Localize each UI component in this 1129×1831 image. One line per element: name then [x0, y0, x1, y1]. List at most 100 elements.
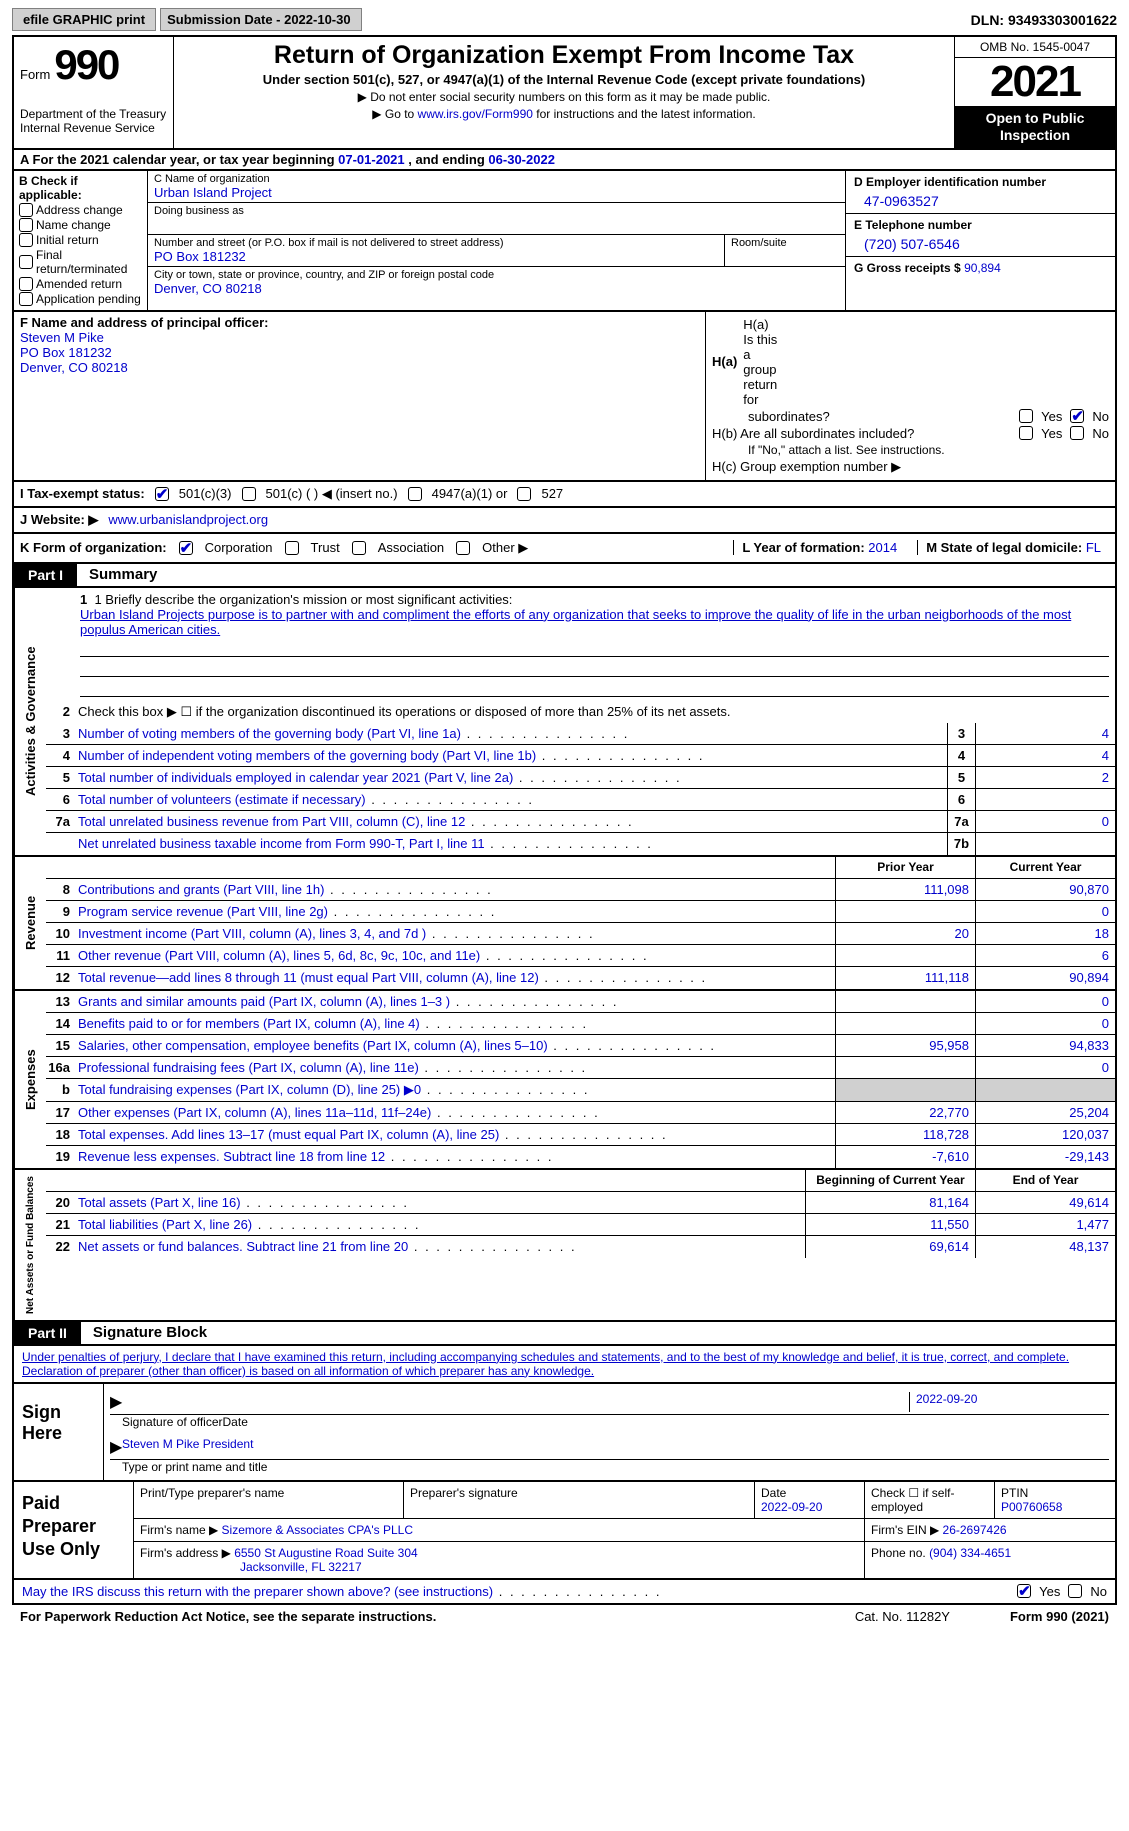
telephone: (720) 507-6546 — [854, 232, 1107, 252]
efile-print-button[interactable]: efile GRAPHIC print — [12, 8, 156, 31]
submission-date: Submission Date - 2022-10-30 — [160, 8, 362, 31]
note-ssn: ▶ Do not enter social security numbers o… — [182, 90, 946, 104]
rev-header-row: b Prior Year Current Year — [46, 857, 1115, 879]
chk-final-return[interactable]: Final return/terminated — [19, 248, 142, 276]
chk-app-pending[interactable]: Application pending — [19, 292, 142, 306]
checkbox-icon — [19, 277, 33, 291]
chk-501c[interactable] — [242, 487, 256, 501]
bottom-line: For Paperwork Reduction Act Notice, see … — [12, 1605, 1117, 1628]
omb-number: OMB No. 1545-0047 — [955, 37, 1115, 58]
room-cell: Room/suite — [725, 235, 845, 266]
dln-label: DLN: 93493303001622 — [971, 12, 1117, 28]
col-h: H(a) H(a) Is this a group return for sub… — [705, 312, 1115, 480]
note-link: ▶ Go to www.irs.gov/Form990 for instruct… — [182, 107, 946, 121]
mission-text: Urban Island Projects purpose is to part… — [80, 607, 1109, 637]
chk-assoc[interactable] — [352, 541, 366, 555]
chk-amended[interactable]: Amended return — [19, 277, 142, 291]
tax-year: 2021 — [955, 58, 1115, 106]
sign-here-block: Sign Here ▶ 2022-09-20 Signature of offi… — [12, 1384, 1117, 1482]
gross-cell: G Gross receipts $ 90,894 — [846, 257, 1115, 310]
ein: 47-0963527 — [854, 189, 1107, 209]
table-row: 4Number of independent voting members of… — [46, 745, 1115, 767]
chk-trust[interactable] — [285, 541, 299, 555]
chk-address-change[interactable]: Address change — [19, 203, 142, 217]
hb-yes-checkbox[interactable] — [1019, 426, 1033, 440]
discuss-row: May the IRS discuss this return with the… — [12, 1580, 1117, 1605]
org-name-cell: C Name of organization Urban Island Proj… — [148, 171, 845, 203]
vtab-expenses: Expenses — [14, 991, 46, 1168]
hb-no-checkbox[interactable] — [1070, 426, 1084, 440]
part1-header: Part I Summary — [12, 564, 1117, 588]
checkbox-icon — [19, 292, 33, 306]
row-k: K Form of organization: Corporation Trus… — [12, 534, 1117, 564]
chk-501c3[interactable] — [155, 487, 169, 501]
signature-intro: Under penalties of perjury, I declare th… — [12, 1346, 1117, 1384]
table-row: 20Total assets (Part X, line 16)81,16449… — [46, 1192, 1115, 1214]
section-fh: F Name and address of principal officer:… — [12, 312, 1117, 482]
firm-phone: (904) 334-4651 — [929, 1546, 1011, 1560]
city-cell: City or town, state or province, country… — [148, 267, 845, 299]
ptin: P00760658 — [1001, 1500, 1062, 1514]
form-990-page: efile GRAPHIC print Submission Date - 20… — [0, 0, 1129, 1636]
form-number: 990 — [54, 41, 118, 89]
irs-link[interactable]: www.irs.gov/Form990 — [418, 107, 533, 121]
h-a-row: H(a) H(a) Is this a group return for — [712, 317, 1109, 407]
state-domicile: M State of legal domicile: FL — [917, 540, 1109, 555]
chk-corp[interactable] — [179, 541, 193, 555]
table-row: Net unrelated business taxable income fr… — [46, 833, 1115, 855]
open-to-public: Open to Public Inspection — [955, 106, 1115, 148]
vtab-revenue: Revenue — [14, 857, 46, 989]
col-b-header: B Check if applicable: — [19, 174, 142, 202]
col-c: C Name of organization Urban Island Proj… — [148, 171, 845, 310]
dept-label: Department of the Treasury Internal Reve… — [20, 107, 167, 135]
checkbox-icon — [19, 255, 33, 269]
col-b: B Check if applicable: Address change Na… — [14, 171, 148, 310]
checkbox-icon — [19, 203, 33, 217]
discuss-yes-checkbox[interactable] — [1017, 1584, 1031, 1598]
part2-header: Part II Signature Block — [12, 1322, 1117, 1346]
chk-other[interactable] — [456, 541, 470, 555]
h-c-row: H(c) Group exemption number ▶ — [712, 459, 1109, 475]
col-f: F Name and address of principal officer:… — [14, 312, 705, 480]
table-row: 14Benefits paid to or for members (Part … — [46, 1013, 1115, 1035]
table-row: 22Net assets or fund balances. Subtract … — [46, 1236, 1115, 1258]
form-word: Form — [20, 67, 50, 82]
table-row: 8Contributions and grants (Part VIII, li… — [46, 879, 1115, 901]
summary-revenue: Revenue b Prior Year Current Year 8Contr… — [12, 857, 1117, 991]
discuss-no-checkbox[interactable] — [1068, 1584, 1082, 1598]
form-header: Form 990 Department of the Treasury Inte… — [12, 35, 1117, 150]
table-row: 16aProfessional fundraising fees (Part I… — [46, 1057, 1115, 1079]
table-row: 10Investment income (Part VIII, column (… — [46, 923, 1115, 945]
chk-4947[interactable] — [408, 487, 422, 501]
checkbox-icon — [19, 233, 33, 247]
row-j: J Website: ▶ www.urbanislandproject.org … — [12, 508, 1117, 534]
chk-name-change[interactable]: Name change — [19, 218, 142, 232]
arrow-icon: ▶ — [110, 1392, 122, 1412]
ein-cell: D Employer identification number 47-0963… — [846, 171, 1115, 214]
vtab-netassets: Net Assets or Fund Balances — [14, 1170, 46, 1320]
header-right: OMB No. 1545-0047 2021 Open to Public In… — [955, 37, 1115, 148]
street: PO Box 181232 — [154, 249, 718, 264]
tel-cell: E Telephone number (720) 507-6546 — [846, 214, 1115, 257]
net-header-row: Beginning of Current Year End of Year — [46, 1170, 1115, 1192]
firm-name: Sizemore & Associates CPA's PLLC — [222, 1523, 413, 1537]
dba-cell: Doing business as — [148, 203, 845, 235]
ha-yes-checkbox[interactable] — [1019, 409, 1033, 423]
summary-netassets: Net Assets or Fund Balances Beginning of… — [12, 1170, 1117, 1322]
table-row: 7aTotal unrelated business revenue from … — [46, 811, 1115, 833]
table-row: 9Program service revenue (Part VIII, lin… — [46, 901, 1115, 923]
checkbox-icon — [19, 218, 33, 232]
header-center: Return of Organization Exempt From Incom… — [174, 37, 955, 148]
summary-governance: Activities & Governance 1 1 Briefly desc… — [12, 588, 1117, 857]
paid-preparer-block: Paid Preparer Use Only Print/Type prepar… — [12, 1482, 1117, 1580]
website[interactable]: www.urbanislandproject.org — [108, 512, 268, 527]
table-row: 12Total revenue—add lines 8 through 11 (… — [46, 967, 1115, 989]
vtab-governance: Activities & Governance — [14, 588, 46, 855]
table-row: bTotal fundraising expenses (Part IX, co… — [46, 1079, 1115, 1102]
ha-no-checkbox[interactable] — [1070, 409, 1084, 423]
section-bcd: B Check if applicable: Address change Na… — [12, 171, 1117, 312]
year-formation: L Year of formation: 2014 — [733, 540, 905, 555]
chk-527[interactable] — [517, 487, 531, 501]
h-b-row: H(b) Are all subordinates included? Yes … — [712, 426, 1109, 441]
chk-initial-return[interactable]: Initial return — [19, 233, 142, 247]
